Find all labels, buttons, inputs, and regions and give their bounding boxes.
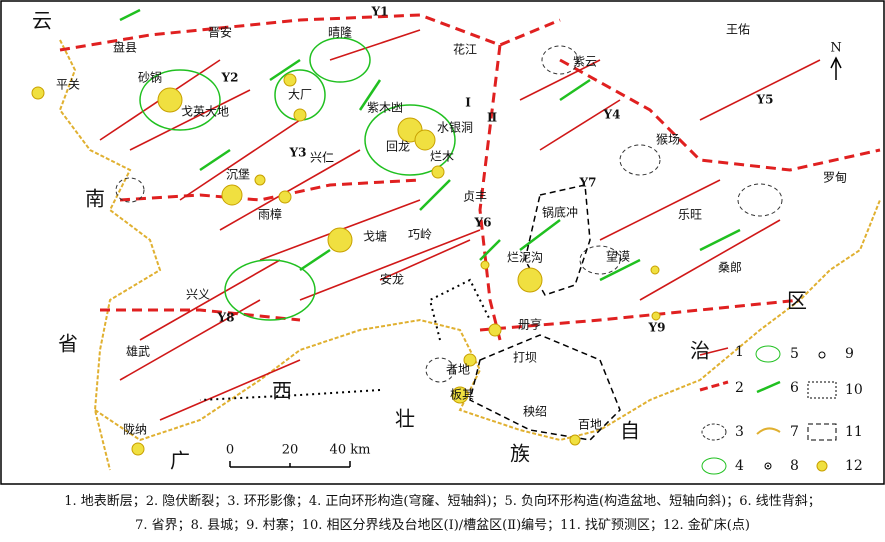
map-frame bbox=[0, 0, 885, 485]
scale-label: 0 bbox=[226, 443, 234, 458]
province-boundary bbox=[58, 39, 881, 471]
place-label: 桑郎 bbox=[718, 261, 742, 275]
place-label: 平关 bbox=[56, 78, 80, 92]
place-label: 王佑 bbox=[726, 23, 750, 37]
place-label: 紫木凼 bbox=[367, 101, 403, 115]
place-label: 者地 bbox=[446, 363, 470, 377]
caption-line: 7. 省界；8. 县城；9. 村寨；10. 相区分界线及台地区(Ⅰ)/槽盆区(Ⅱ… bbox=[135, 518, 750, 533]
legend-number: 1 bbox=[735, 344, 744, 360]
place-label: 锅底冲 bbox=[542, 205, 578, 220]
place-label: 猴场 bbox=[656, 133, 680, 147]
legend-number: 8 bbox=[790, 458, 799, 474]
fault-label: Y7 bbox=[579, 176, 597, 190]
place-label: 望谟 bbox=[606, 250, 630, 264]
gold-deposits bbox=[31, 73, 661, 456]
legend-number: 3 bbox=[735, 424, 744, 440]
place-label: 戈塘 bbox=[363, 229, 387, 244]
legend-number: 7 bbox=[790, 424, 799, 440]
place-label: 陇纳 bbox=[123, 422, 147, 437]
legend-number: 12 bbox=[845, 458, 863, 474]
place-label: 花江 bbox=[453, 42, 477, 57]
place-label: 乐旺 bbox=[678, 208, 702, 222]
place-label: 戈英大地 bbox=[181, 105, 229, 119]
place-label: 兴义 bbox=[186, 288, 210, 302]
place-label: 安龙 bbox=[380, 272, 404, 287]
fault-label: Y4 bbox=[603, 108, 621, 122]
concealed-fault bbox=[59, 13, 881, 341]
place-label: 雨樟 bbox=[258, 207, 282, 222]
region-label: 族 bbox=[510, 442, 530, 466]
region-label: 南 bbox=[85, 187, 105, 211]
place-label: 沉堡 bbox=[226, 167, 250, 182]
caption-line: 1. 地表断层；2. 隐伏断裂；3. 环形影像；4. 正向环形构造(穹窿、短轴斜… bbox=[64, 494, 821, 509]
legend-number: 6 bbox=[790, 380, 799, 396]
place-label: 贞丰 bbox=[463, 190, 487, 204]
fault-label: Y3 bbox=[289, 146, 307, 160]
prediction-area bbox=[469, 184, 621, 441]
north-label: N bbox=[830, 41, 841, 56]
region-label: 区 bbox=[787, 289, 807, 313]
fault-label: Y6 bbox=[474, 216, 492, 230]
anticlines bbox=[119, 8, 741, 282]
place-label: 册亨 bbox=[518, 317, 542, 332]
fault-label: Y1 bbox=[371, 5, 389, 19]
region-label: 自 bbox=[620, 419, 640, 443]
place-label: 兴仁 bbox=[310, 151, 334, 165]
legend-number: 11 bbox=[845, 424, 863, 440]
place-label: 罗甸 bbox=[823, 171, 847, 185]
place-label: 板其 bbox=[450, 388, 474, 402]
surface-faults bbox=[99, 29, 821, 421]
region-label: 治 bbox=[690, 339, 710, 363]
place-label: 晋安 bbox=[208, 25, 232, 40]
north-arrow bbox=[830, 56, 842, 80]
legend-number: 2 bbox=[735, 380, 744, 396]
fault-label: Ⅱ bbox=[487, 111, 497, 125]
legend bbox=[699, 345, 837, 475]
place-label: 烂泥沟 bbox=[507, 251, 543, 265]
legend-number: 5 bbox=[790, 346, 799, 362]
place-label: 打坝 bbox=[513, 351, 537, 365]
place-label: 烂木 bbox=[430, 150, 454, 164]
place-label: 百地 bbox=[578, 418, 602, 432]
scale-label: 20 bbox=[282, 443, 299, 458]
place-label: 紫云 bbox=[573, 55, 597, 69]
legend-number: 9 bbox=[845, 346, 854, 362]
region-label: 省 bbox=[58, 332, 78, 356]
region-label: 广 bbox=[170, 449, 190, 473]
place-label: 大厂 bbox=[288, 88, 312, 102]
fault-label: Y2 bbox=[221, 71, 239, 85]
scale-label: 40 km bbox=[330, 443, 371, 458]
fault-label: Y8 bbox=[217, 311, 235, 325]
place-label: 砂锅 bbox=[138, 70, 162, 85]
scale-bar bbox=[229, 461, 351, 468]
legend-number: 4 bbox=[735, 458, 744, 474]
place-label: 巧岭 bbox=[408, 228, 432, 242]
place-label: 晴隆 bbox=[328, 25, 352, 40]
fault-label: Ⅰ bbox=[465, 96, 471, 110]
region-label: 西 bbox=[272, 379, 292, 403]
place-label: 盘县 bbox=[113, 40, 137, 55]
region-label: 云 bbox=[32, 9, 52, 33]
fault-label: Y9 bbox=[648, 321, 666, 335]
region-label: 壮 bbox=[395, 407, 415, 431]
legend-number: 10 bbox=[845, 382, 863, 398]
fault-label: Y5 bbox=[756, 93, 774, 107]
facies-boundary bbox=[199, 278, 491, 401]
ring-structures bbox=[115, 37, 783, 383]
place-label: 雄武 bbox=[126, 344, 150, 359]
place-label: 水银洞 bbox=[437, 121, 473, 135]
place-label: 秧绍 bbox=[523, 405, 547, 419]
place-label: 回龙 bbox=[386, 140, 410, 154]
